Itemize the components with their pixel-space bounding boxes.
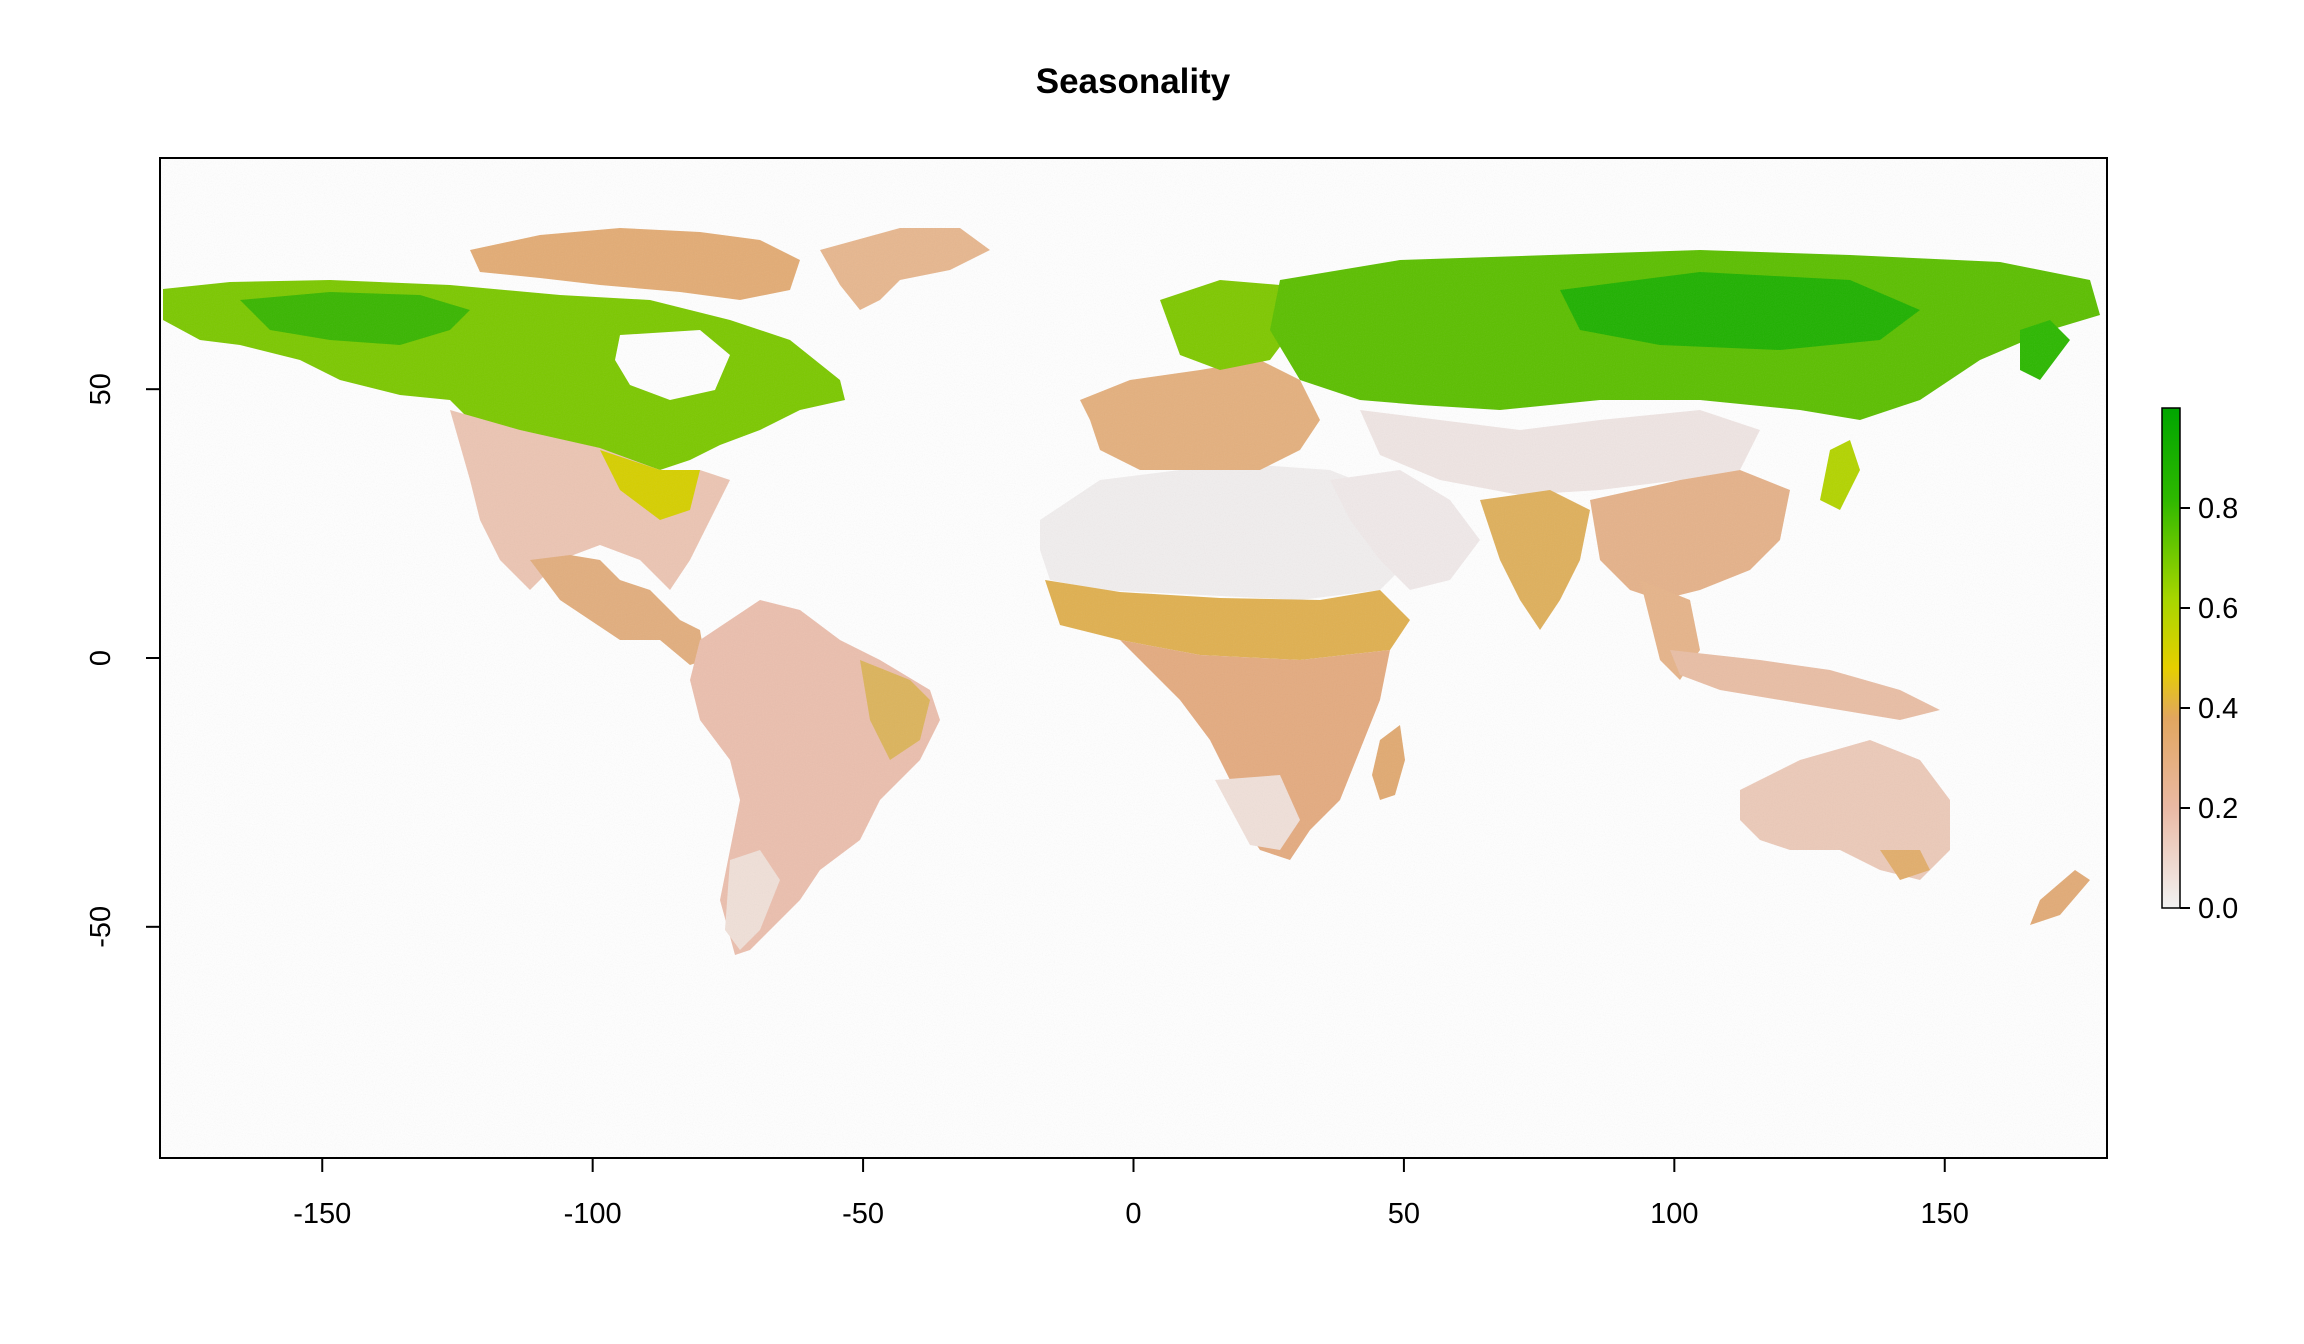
colorbar-gradient [2161,407,2181,909]
x-axis: -150 -100 -50 0 50 100 150 [293,1158,1969,1230]
colorbar-legend: 0.0 0.2 0.4 0.6 0.8 [2161,407,2238,925]
x-tick-label: 50 [1388,1198,1420,1230]
chart-title: Seasonality [1036,62,1231,101]
colorbar-tick-label: 0.0 [2198,893,2238,925]
x-tick-label: -50 [842,1198,884,1230]
x-tick-label: 100 [1650,1198,1698,1230]
y-tick-label: -50 [85,906,117,948]
x-tick-label: -150 [293,1198,351,1230]
y-tick-label: 50 [85,373,117,405]
x-tick-label: 150 [1921,1198,1969,1230]
colorbar-tick-label: 0.6 [2198,593,2238,625]
x-tick-label: -100 [564,1198,622,1230]
y-axis: 50 0 -50 [85,373,160,948]
map-layer [160,158,2107,1158]
x-tick-label: 0 [1125,1198,1141,1230]
raster-texture [160,158,2107,1158]
y-tick-label: 0 [85,650,117,666]
colorbar-tick-label: 0.2 [2198,793,2238,825]
colorbar-tick-label: 0.4 [2198,693,2238,725]
colorbar-tick-label: 0.8 [2198,493,2238,525]
